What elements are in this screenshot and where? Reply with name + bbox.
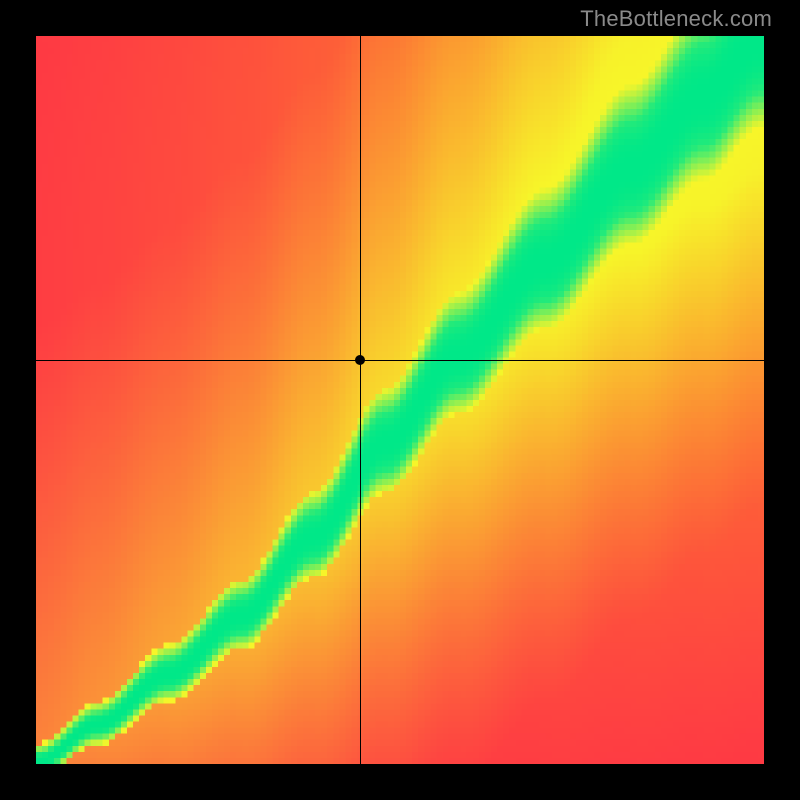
watermark-text: TheBottleneck.com — [580, 6, 772, 32]
crosshair-horizontal — [36, 360, 764, 361]
crosshair-marker — [355, 355, 365, 365]
chart-frame: TheBottleneck.com — [0, 0, 800, 800]
bottleneck-heatmap — [36, 36, 764, 764]
crosshair-vertical — [360, 36, 361, 764]
